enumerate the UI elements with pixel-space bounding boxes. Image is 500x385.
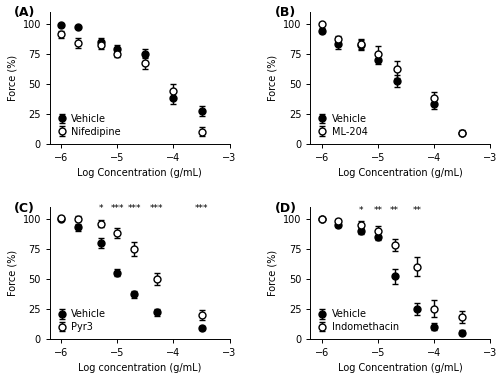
Text: (C): (C) (14, 202, 35, 214)
Text: *: * (358, 206, 363, 215)
Text: ***: *** (110, 204, 124, 213)
Y-axis label: Force (%): Force (%) (7, 250, 17, 296)
Text: ***: *** (195, 204, 208, 213)
X-axis label: Log Concentration (g/mL): Log Concentration (g/mL) (338, 168, 462, 178)
Text: **: ** (412, 206, 422, 215)
Text: ***: *** (150, 204, 164, 213)
Y-axis label: Force (%): Force (%) (268, 54, 278, 100)
Text: *: * (98, 204, 103, 213)
Legend: Vehicle, Nifedipine: Vehicle, Nifedipine (55, 112, 123, 139)
Legend: Vehicle, Pyr3: Vehicle, Pyr3 (55, 307, 108, 334)
X-axis label: Log concentration (g/mL): Log concentration (g/mL) (78, 363, 202, 373)
X-axis label: Log Concentration (g/mL): Log Concentration (g/mL) (338, 363, 462, 373)
Legend: Vehicle, Indomethacin: Vehicle, Indomethacin (316, 307, 401, 334)
Text: **: ** (390, 206, 399, 215)
Text: (A): (A) (14, 6, 36, 19)
Text: (D): (D) (274, 202, 296, 214)
Text: (B): (B) (274, 6, 295, 19)
Text: **: ** (374, 206, 382, 215)
Y-axis label: Force (%): Force (%) (7, 54, 17, 100)
Y-axis label: Force (%): Force (%) (268, 250, 278, 296)
X-axis label: Log Concentration (g/mL): Log Concentration (g/mL) (78, 168, 202, 178)
Legend: Vehicle, ML-204: Vehicle, ML-204 (316, 112, 370, 139)
Text: ***: *** (128, 204, 141, 213)
